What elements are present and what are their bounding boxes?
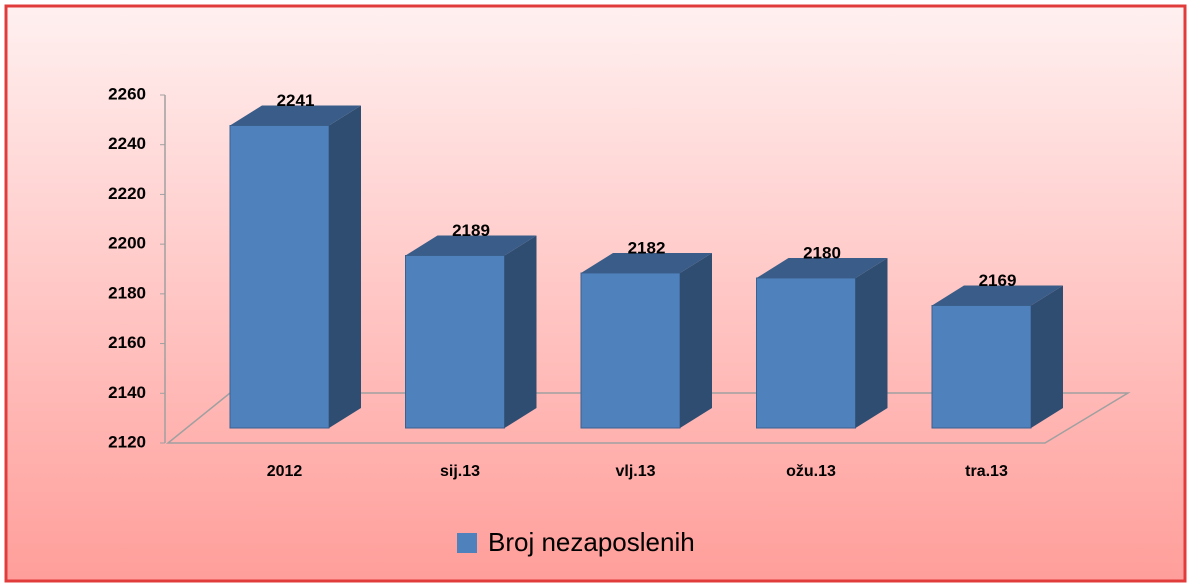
y-tick-label: 2180 [108,283,146,302]
bar-top [932,285,1063,306]
bar-front [931,305,1032,429]
y-tick-label: 2220 [108,184,146,203]
bar-side [855,258,888,428]
x-tick-label: 2012 [267,463,303,480]
x-tick-label: tra.13 [965,463,1008,480]
legend-label: Broj nezaposlenih [488,527,695,557]
y-tick-label: 2140 [108,383,146,402]
value-label: 2241 [277,91,315,110]
bar-side [1031,285,1063,428]
bar-top [756,258,888,278]
bar-side [504,235,537,428]
x-tick-label: sij.13 [440,463,480,480]
y-tick-label: 2160 [108,333,146,352]
y-tick-label: 2200 [108,234,146,253]
y-tick-label: 2240 [108,134,146,153]
x-tick-label: ožu.13 [786,463,836,480]
bar-top [405,235,537,256]
y-tick-label: 2260 [108,84,146,103]
bar-front [756,277,856,429]
legend-swatch [457,533,477,553]
value-label: 2169 [979,271,1017,290]
bar-side [680,253,712,428]
bar-front [580,272,681,429]
bar-front [229,125,330,429]
bar-front [405,255,505,429]
bar-top [581,253,712,273]
value-label: 2182 [628,238,666,257]
floor [165,392,1131,444]
value-label: 2180 [803,243,841,262]
y-tick-label: 2120 [108,432,146,451]
bar-side [329,105,361,428]
x-tick-label: vlj.13 [615,463,655,480]
bar-top [230,105,361,126]
value-label: 2189 [452,221,490,240]
